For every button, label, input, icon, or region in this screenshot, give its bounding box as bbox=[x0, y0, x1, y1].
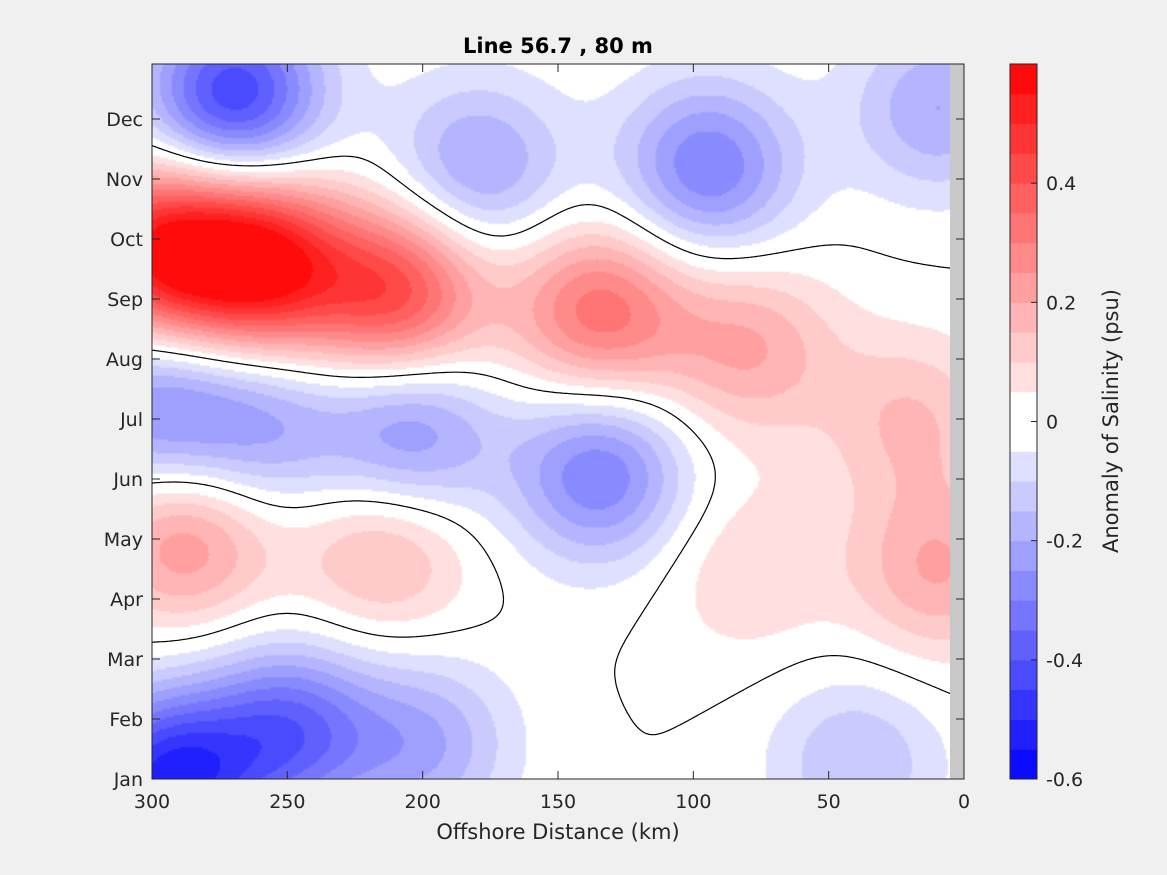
colorbar-swatch bbox=[1010, 630, 1037, 661]
colorbar-swatch bbox=[1010, 361, 1037, 393]
colorbar-swatch bbox=[1010, 332, 1037, 363]
colorbar-swatch bbox=[1010, 93, 1037, 125]
y-tick-label: Aug bbox=[106, 349, 143, 371]
colorbar-tick-label: -0.4 bbox=[1046, 650, 1083, 672]
x-tick-label: 200 bbox=[405, 791, 441, 813]
y-tick-label: Mar bbox=[107, 649, 143, 671]
colorbar-swatch bbox=[1010, 540, 1037, 571]
colorbar-swatch bbox=[1010, 659, 1037, 691]
colorbar-tick-label: -0.2 bbox=[1046, 531, 1083, 553]
colorbar-swatch bbox=[1010, 302, 1037, 333]
x-axis: 300 250 200 150 100 50 0 bbox=[134, 64, 970, 813]
colorbar-swatch bbox=[1010, 749, 1037, 780]
colorbar-swatch bbox=[1010, 689, 1037, 720]
colorbar-swatch bbox=[1010, 242, 1037, 274]
salinity-contour-field bbox=[152, 64, 964, 779]
y-tick-label: Oct bbox=[110, 229, 143, 251]
x-tick-label: 100 bbox=[675, 791, 711, 813]
colorbar-swatch bbox=[1010, 451, 1037, 482]
no-data-strip bbox=[950, 64, 964, 779]
y-tick-label: Feb bbox=[109, 709, 143, 731]
colorbar-swatch bbox=[1010, 153, 1037, 184]
colorbar-swatch bbox=[1010, 570, 1037, 601]
colorbar-label: Anomaly of Salinity (psu) bbox=[1099, 289, 1123, 553]
colorbar-swatch bbox=[1010, 183, 1037, 214]
colorbar-swatch bbox=[1010, 64, 1037, 95]
y-tick-label: Jul bbox=[119, 409, 143, 431]
colorbar-swatch bbox=[1010, 391, 1037, 422]
x-tick-label: 150 bbox=[540, 791, 576, 813]
x-tick-label: 50 bbox=[817, 791, 841, 813]
y-tick-label: Sep bbox=[107, 289, 143, 311]
y-tick-label: May bbox=[104, 529, 143, 551]
colorbar: -0.6 -0.4 -0.2 0 0.2 0.4 Anomaly of Salinity … bbox=[1009, 63, 1123, 791]
x-axis-label: Offshore Distance (km) bbox=[436, 820, 679, 844]
colorbar-swatch bbox=[1010, 272, 1037, 303]
y-tick-label: Dec bbox=[106, 109, 143, 131]
plot-area bbox=[151, 63, 965, 780]
colorbar-swatch bbox=[1010, 212, 1037, 244]
colorbar-swatch bbox=[1010, 719, 1037, 750]
colorbar-swatch bbox=[1010, 481, 1037, 512]
colorbar-tick-label: -0.6 bbox=[1046, 769, 1083, 791]
x-tick-label: 250 bbox=[269, 791, 305, 813]
x-tick-label: 0 bbox=[958, 791, 970, 813]
y-tick-label: Jun bbox=[112, 469, 143, 491]
colorbar-tick-label: 0.2 bbox=[1046, 292, 1076, 314]
colorbar-ticks: -0.6 -0.4 -0.2 0 0.2 0.4 bbox=[1031, 173, 1083, 791]
colorbar-swatch bbox=[1010, 123, 1037, 154]
colorbar-swatch bbox=[1010, 600, 1037, 631]
y-tick-label: Jan bbox=[113, 769, 143, 791]
x-tick-label: 300 bbox=[134, 791, 170, 813]
y-tick-label: Apr bbox=[110, 589, 143, 611]
colorbar-swatches bbox=[1010, 64, 1037, 780]
colorbar-tick-label: 0.4 bbox=[1046, 173, 1076, 195]
chart-title: Line 56.7 , 80 m bbox=[463, 34, 653, 58]
y-tick-label: Nov bbox=[106, 169, 143, 191]
colorbar-swatch bbox=[1010, 510, 1037, 542]
y-axis: Jan Feb Mar Apr May Jun Jul Aug Sep Oct Nov Dec bbox=[104, 109, 964, 791]
colorbar-tick-label: 0 bbox=[1046, 412, 1058, 434]
colorbar-swatch bbox=[1010, 421, 1037, 452]
